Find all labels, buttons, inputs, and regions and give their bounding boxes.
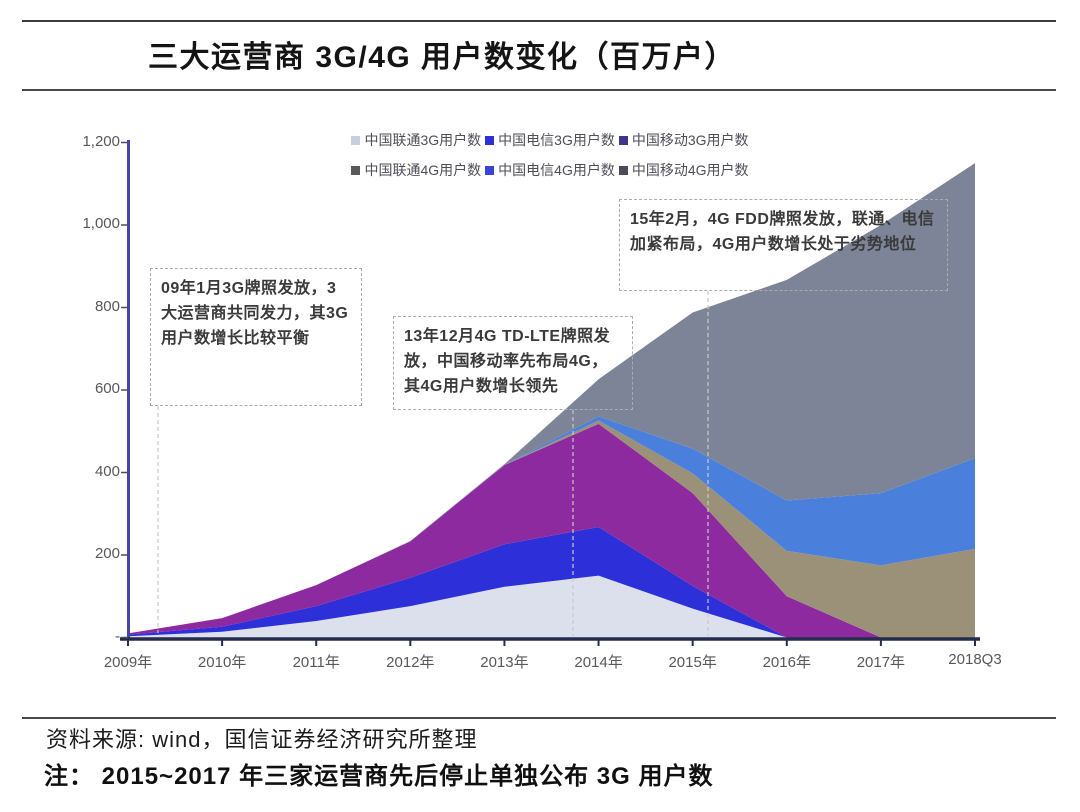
annotation-4g-tdlte-license: 13年12月4G TD-LTE牌照发放，中国移动率先布局4G，其4G用户数增长领… xyxy=(393,316,633,410)
area-telecom-3g xyxy=(128,526,975,638)
legend-swatch xyxy=(485,165,495,175)
x-tick-label: 2011年 xyxy=(292,654,340,671)
x-tick-label: 2009年 xyxy=(103,654,153,671)
legend-item-unicom-3g: 中国联通3G用户数 xyxy=(351,130,481,150)
legend-swatch xyxy=(618,165,628,175)
legend-label: 中国联通3G用户数 xyxy=(364,132,482,148)
y-tick-label: 400 xyxy=(94,462,120,480)
page-title: 三大运营商 3G/4G 用户数变化（百万户） xyxy=(148,41,737,74)
legend-swatch xyxy=(351,135,361,145)
legend-item-telecom-4g: 中国电信4G用户数 xyxy=(485,160,615,180)
y-tick-label: 1,200 xyxy=(82,132,120,150)
legend-label: 中国移动3G用户数 xyxy=(631,132,749,148)
x-tick-label: 2017年 xyxy=(856,654,906,671)
legend-label: 中国电信3G用户数 xyxy=(498,132,615,148)
legend-label: 中国联通4G用户数 xyxy=(364,162,482,178)
title-divider xyxy=(22,89,1056,91)
x-tick-label: 2018Q3 xyxy=(948,651,1002,668)
chart-legend: 中国联通3G用户数 中国电信3G用户数 中国移动3G用户数 中国联通4G用户数 中国电信… xyxy=(110,130,990,180)
x-tick-label: 2015年 xyxy=(668,654,717,671)
area-mobile-3g xyxy=(128,423,975,638)
x-tick-label: 2014年 xyxy=(574,654,623,671)
legend-item-telecom-3g: 中国电信3G用户数 xyxy=(485,130,615,150)
source-text: 资料来源: wind，国信证券经济研究所整理 xyxy=(46,727,478,752)
legend-swatch xyxy=(618,135,628,145)
legend-swatch xyxy=(485,135,495,145)
legend-item-mobile-3g: 中国移动3G用户数 xyxy=(618,130,749,150)
area-telecom-4g xyxy=(128,416,975,634)
top-divider xyxy=(22,20,1056,22)
x-tick-label: 2013年 xyxy=(480,654,529,671)
x-tick-label: 2016年 xyxy=(762,654,811,671)
annotation-4g-fdd-license: 15年2月，4G FDD牌照发放，联通、电信加紧布局，4G用户数增长处于劣势地位 xyxy=(619,199,948,291)
y-tick-label: 1,000 xyxy=(82,215,120,232)
x-tick-label: 2012年 xyxy=(386,654,435,671)
legend-item-unicom-4g: 中国联通4G用户数 xyxy=(351,160,481,180)
legend-label: 中国电信4G用户数 xyxy=(498,162,615,178)
y-tick-label: 600 xyxy=(94,380,120,397)
note-text: 注： 2015~2017 年三家运营商先后停止单独公布 3G 用户数 xyxy=(44,763,714,790)
legend-row: 中国联通3G用户数 中国电信3G用户数 中国移动3G用户数 xyxy=(110,130,990,150)
legend-row: 中国联通4G用户数 中国电信4G用户数 中国移动4G用户数 xyxy=(110,160,990,180)
y-tick-label: 200 xyxy=(94,545,120,562)
y-tick-label: - xyxy=(115,627,120,645)
area-unicom-3g xyxy=(128,575,975,638)
area-unicom-4g xyxy=(128,420,975,638)
area-mobile-4g xyxy=(128,163,975,634)
legend-label: 中国移动4G用户数 xyxy=(631,162,749,178)
legend-item-mobile-4g: 中国移动4G用户数 xyxy=(618,160,749,180)
annotation-3g-license: 09年1月3G牌照发放，3大运营商共同发力，其3G用户数增长比较平衡 xyxy=(150,268,362,406)
footer-divider xyxy=(22,717,1056,719)
x-tick-label: 2010年 xyxy=(197,654,247,671)
y-tick-label: 800 xyxy=(94,297,120,315)
legend-swatch xyxy=(351,165,361,175)
